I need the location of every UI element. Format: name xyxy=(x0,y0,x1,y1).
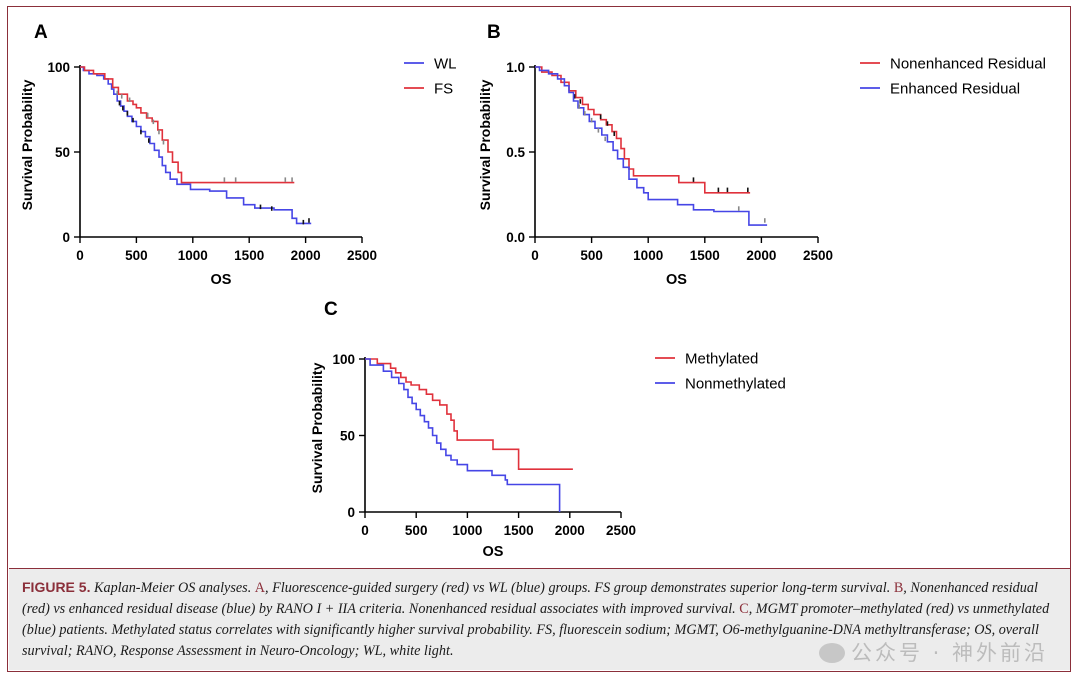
legend-label: Nonenhanced Residual xyxy=(890,56,1046,73)
km-curve-wl xyxy=(80,66,312,225)
legend-label: WL xyxy=(434,56,457,73)
caption-text: , MGMT promoter–methylated (red) vs unme… xyxy=(22,601,1050,659)
figure-frame xyxy=(7,6,1071,672)
x-tick-label: 1000 xyxy=(633,248,663,263)
y-tick-label: 0.5 xyxy=(506,145,525,160)
watermark-text: 公众号 · 神外前沿 xyxy=(850,641,1048,665)
x-tick-label: 1500 xyxy=(234,248,264,263)
caption-text: , Fluorescence-guided surgery (red) vs W… xyxy=(265,580,894,596)
km-curve-methylated xyxy=(365,358,573,470)
y-tick-label: 50 xyxy=(340,429,355,444)
km-curve-fs xyxy=(80,66,295,184)
caption-text: Kaplan-Meier OS analyses. xyxy=(90,580,255,596)
y-tick-label: 0.0 xyxy=(506,230,525,245)
legend-label: Nonmethylated xyxy=(685,376,786,393)
caption-lead: FIGURE 5. xyxy=(22,579,91,595)
x-tick-label: 2000 xyxy=(746,248,776,263)
x-tick-label: 1000 xyxy=(178,248,208,263)
km-curve-enhanced-residual xyxy=(535,66,768,226)
y-axis-label: Survival Probability xyxy=(19,79,35,210)
x-axis-label: OS xyxy=(483,544,504,560)
y-tick-label: 100 xyxy=(47,60,70,75)
legend-label: Methylated xyxy=(685,351,758,368)
x-tick-label: 0 xyxy=(531,248,539,263)
x-tick-label: 2500 xyxy=(347,248,377,263)
caption-panel-letter: C xyxy=(739,601,749,617)
panel-letter: C xyxy=(324,299,338,320)
y-tick-label: 0 xyxy=(347,505,355,520)
km-panel-a: A 0 500 1000 1500 2000 2500 0 50 100 OS Survival Pr… xyxy=(19,22,457,288)
x-tick-label: 500 xyxy=(125,248,148,263)
panel-letter: A xyxy=(34,22,48,43)
x-tick-label: 500 xyxy=(580,248,603,263)
y-tick-label: 100 xyxy=(332,352,355,367)
y-tick-label: 1.0 xyxy=(506,60,525,75)
y-axis-label: Survival Probability xyxy=(477,79,493,210)
x-axis-label: OS xyxy=(211,272,232,288)
x-tick-label: 1500 xyxy=(504,523,534,538)
x-tick-label: 0 xyxy=(76,248,84,263)
legend-label: FS xyxy=(434,81,453,98)
y-tick-label: 0 xyxy=(62,230,70,245)
caption-text: , Nonenhanced residual (red) vs enhanced… xyxy=(22,580,1038,617)
km-curve-nonenhanced-residual xyxy=(535,66,751,194)
x-tick-label: 500 xyxy=(405,523,428,538)
caption-panel-letter: B xyxy=(893,580,904,596)
x-tick-label: 1500 xyxy=(690,248,720,263)
figure-caption: FIGURE 5. Kaplan-Meier OS analyses. A, F… xyxy=(9,568,1070,670)
caption-panel-letter: A xyxy=(254,580,266,596)
x-axis-label: OS xyxy=(666,272,687,288)
km-panel-c: C 0 500 1000 1500 2000 2500 0 50 100 OS Survival Pr… xyxy=(309,299,786,560)
y-tick-label: 50 xyxy=(55,145,70,160)
panel-letter: B xyxy=(487,22,501,43)
caption-body: Kaplan-Meier OS analyses. A, Fluorescenc… xyxy=(22,580,1049,659)
wechat-icon xyxy=(818,643,845,663)
x-tick-label: 2500 xyxy=(803,248,833,263)
legend-label: Enhanced Residual xyxy=(890,81,1020,98)
x-tick-label: 2000 xyxy=(555,523,585,538)
x-tick-label: 2000 xyxy=(291,248,321,263)
km-panel-b: B 0 500 1000 1500 2000 2500 0.0 0.5 1.0 OS Survival… xyxy=(477,22,1046,288)
x-tick-label: 2500 xyxy=(606,523,636,538)
km-curve-nonmethylated xyxy=(365,358,561,512)
watermark: 公众号 · 神外前沿 xyxy=(818,637,1048,667)
y-axis-label: Survival Probability xyxy=(309,362,325,493)
x-tick-label: 0 xyxy=(361,523,369,538)
x-tick-label: 1000 xyxy=(452,523,482,538)
